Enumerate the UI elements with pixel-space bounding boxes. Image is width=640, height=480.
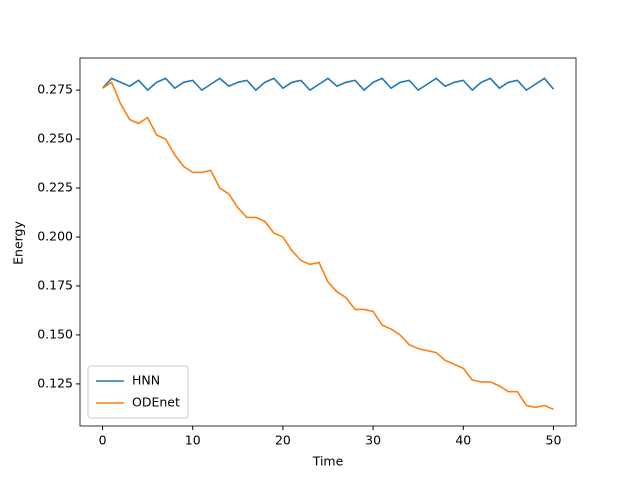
y-tick-label: 0.275 xyxy=(37,82,73,97)
x-axis-label: Time xyxy=(312,454,344,469)
line-series xyxy=(101,77,555,92)
x-tick-label: 10 xyxy=(185,433,201,448)
y-tick-label: 0.125 xyxy=(37,375,73,390)
legend-label: ODEnet xyxy=(132,395,180,410)
x-tick-label: 30 xyxy=(365,433,381,448)
x-tick-label: 50 xyxy=(546,433,562,448)
legend-label: HNN xyxy=(132,373,160,388)
legend-box xyxy=(87,365,189,419)
line-series xyxy=(102,81,554,411)
x-tick-label: 0 xyxy=(99,433,107,448)
x-tick-label: 40 xyxy=(455,433,471,448)
y-tick-label: 0.150 xyxy=(37,326,73,341)
y-tick-label: 0.225 xyxy=(37,180,73,195)
y-tick-label: 0.200 xyxy=(37,229,73,244)
plot-frame xyxy=(79,57,577,427)
x-tick-label: 20 xyxy=(275,433,291,448)
y-tick-label: 0.175 xyxy=(37,277,73,292)
y-tick-label: 0.250 xyxy=(37,131,73,146)
y-axis-label: Energy xyxy=(11,221,26,265)
